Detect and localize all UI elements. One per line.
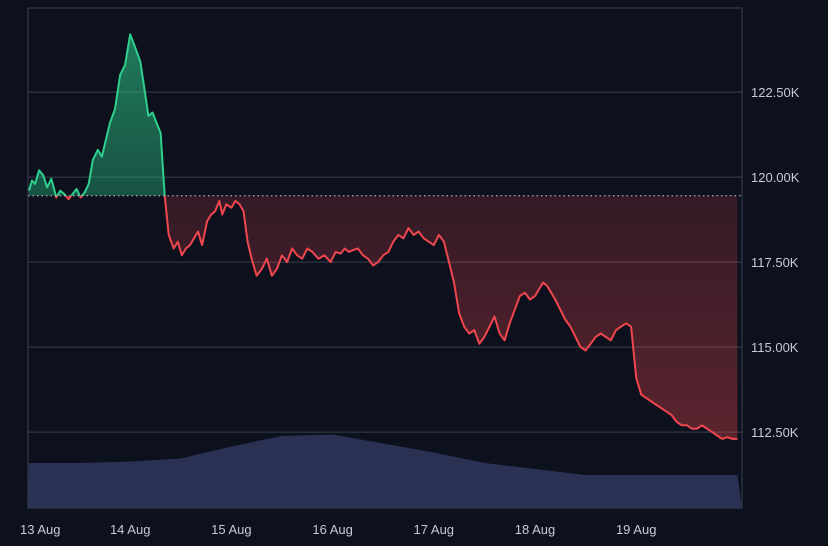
price-series [28, 33, 738, 440]
y-axis-ticks: 112.50K 115.00K 117.50K 120.00K 122.50K [751, 85, 800, 440]
y-tick-label: 117.50K [751, 255, 799, 270]
y-tick-label: 112.50K [751, 425, 799, 440]
x-tick-label: 17 Aug [414, 522, 455, 537]
volume-area [28, 434, 742, 508]
y-tick-label: 120.00K [751, 170, 800, 185]
y-tick-label: 115.00K [751, 340, 799, 355]
x-tick-label: 15 Aug [211, 522, 252, 537]
x-tick-label: 14 Aug [110, 522, 151, 537]
x-tick-label: 19 Aug [616, 522, 657, 537]
volume-shape [28, 434, 742, 508]
x-axis-ticks: 13 Aug 14 Aug 15 Aug 16 Aug 17 Aug 18 Au… [20, 522, 656, 537]
price-line-down [54, 195, 738, 440]
y-tick-label: 122.50K [751, 85, 800, 100]
below-baseline-fill [55, 195, 738, 439]
x-tick-label: 16 Aug [312, 522, 353, 537]
x-tick-label: 13 Aug [20, 522, 61, 537]
x-tick-label: 18 Aug [515, 522, 556, 537]
price-line-up [28, 33, 166, 196]
above-baseline-fill [29, 34, 738, 196]
